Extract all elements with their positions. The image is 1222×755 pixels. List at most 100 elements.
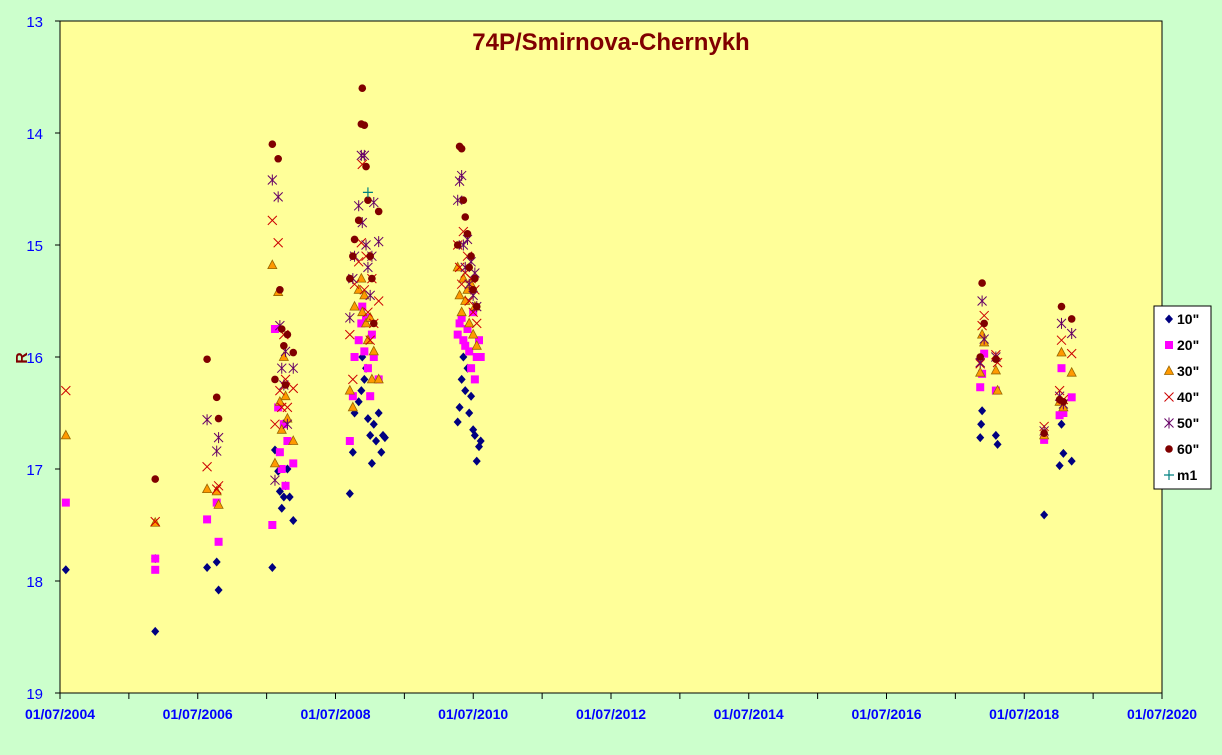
data-points (60, 84, 1077, 636)
data-point (273, 191, 284, 203)
data-point (991, 430, 1000, 440)
data-point (979, 310, 990, 321)
data-point (348, 447, 357, 457)
data-point (457, 313, 466, 322)
data-point (274, 403, 283, 412)
x-tick-label: 01/07/2010 (438, 706, 508, 722)
data-point (977, 419, 986, 429)
data-point (373, 296, 384, 306)
data-point (453, 417, 462, 427)
legend-label: 10" (1177, 311, 1199, 327)
data-point (453, 241, 462, 249)
data-point (366, 430, 375, 440)
data-point (61, 565, 70, 575)
x-tick-label: 01/07/2016 (851, 706, 921, 722)
x-tick-label: 01/07/2014 (714, 706, 784, 722)
data-point (1040, 435, 1049, 444)
data-point (203, 515, 212, 524)
data-point (275, 448, 284, 457)
data-point (978, 279, 986, 287)
data-point (268, 521, 277, 529)
data-point (151, 626, 160, 636)
data-point (1066, 348, 1077, 359)
data-point (368, 274, 376, 283)
data-point (472, 456, 481, 466)
data-point (359, 289, 370, 300)
data-point (202, 414, 212, 426)
data-point (271, 375, 279, 384)
data-point (452, 194, 463, 206)
legend-marker (1164, 470, 1174, 480)
data-point (1057, 419, 1066, 429)
data-point (283, 330, 292, 339)
data-point (464, 317, 475, 328)
data-point (455, 402, 464, 412)
data-point (202, 461, 212, 472)
data-point (993, 439, 1002, 449)
data-point (288, 435, 299, 445)
data-point (992, 384, 1003, 395)
data-point (1055, 461, 1064, 471)
data-point (353, 200, 364, 212)
data-point (380, 433, 389, 443)
data-point (212, 393, 221, 402)
data-point (278, 351, 289, 361)
data-point (357, 306, 368, 317)
data-point (361, 239, 371, 251)
data-point (357, 386, 366, 396)
data-point (360, 347, 369, 356)
data-point (366, 373, 378, 384)
data-point (213, 498, 224, 509)
data-point (459, 196, 468, 204)
data-point (362, 187, 373, 198)
data-point (61, 498, 70, 507)
data-point (363, 261, 373, 273)
data-point (267, 259, 278, 270)
data-point (470, 375, 479, 384)
x-tick-label: 01/07/2008 (300, 706, 370, 722)
data-point (463, 325, 472, 333)
y-axis-label: R (14, 352, 31, 364)
data-point (277, 325, 286, 333)
data-point (459, 336, 468, 345)
data-point (347, 401, 359, 412)
data-point (1059, 398, 1068, 406)
x-tick-label: 01/07/2020 (1127, 706, 1197, 722)
legend: 10" 20" 30" 40" 50" 60" m1 (1153, 305, 1212, 490)
data-point (288, 362, 299, 374)
x-tick-label: 01/07/2018 (989, 706, 1059, 722)
data-point (353, 256, 364, 267)
data-point (470, 430, 479, 440)
data-point (467, 328, 479, 339)
y-tick-label: 15 (26, 238, 43, 255)
data-point (212, 557, 221, 567)
data-point (203, 355, 211, 364)
data-point (60, 429, 72, 440)
data-point (282, 402, 293, 413)
data-point (475, 336, 484, 345)
data-point (453, 330, 462, 339)
y-axis: 13 14 15 16 17 18 19 (26, 14, 60, 703)
legend-label: m1 (1177, 467, 1197, 483)
x-tick-label: 01/07/2004 (25, 706, 95, 722)
data-point (465, 408, 474, 418)
data-point (213, 480, 224, 491)
data-point (214, 585, 223, 595)
data-point (289, 516, 298, 526)
data-point (270, 474, 280, 486)
data-point (150, 516, 161, 527)
legend-label: 40" (1177, 389, 1199, 405)
data-point (60, 385, 71, 396)
data-point (471, 339, 482, 350)
data-point (456, 279, 467, 290)
data-point (976, 353, 985, 361)
data-point (151, 554, 160, 563)
data-point (1067, 456, 1076, 466)
data-point (359, 149, 370, 161)
data-point (454, 289, 465, 300)
data-point (377, 447, 386, 457)
data-point (979, 333, 990, 345)
data-point (467, 252, 475, 260)
data-point (992, 355, 1000, 364)
data-point (211, 484, 222, 495)
